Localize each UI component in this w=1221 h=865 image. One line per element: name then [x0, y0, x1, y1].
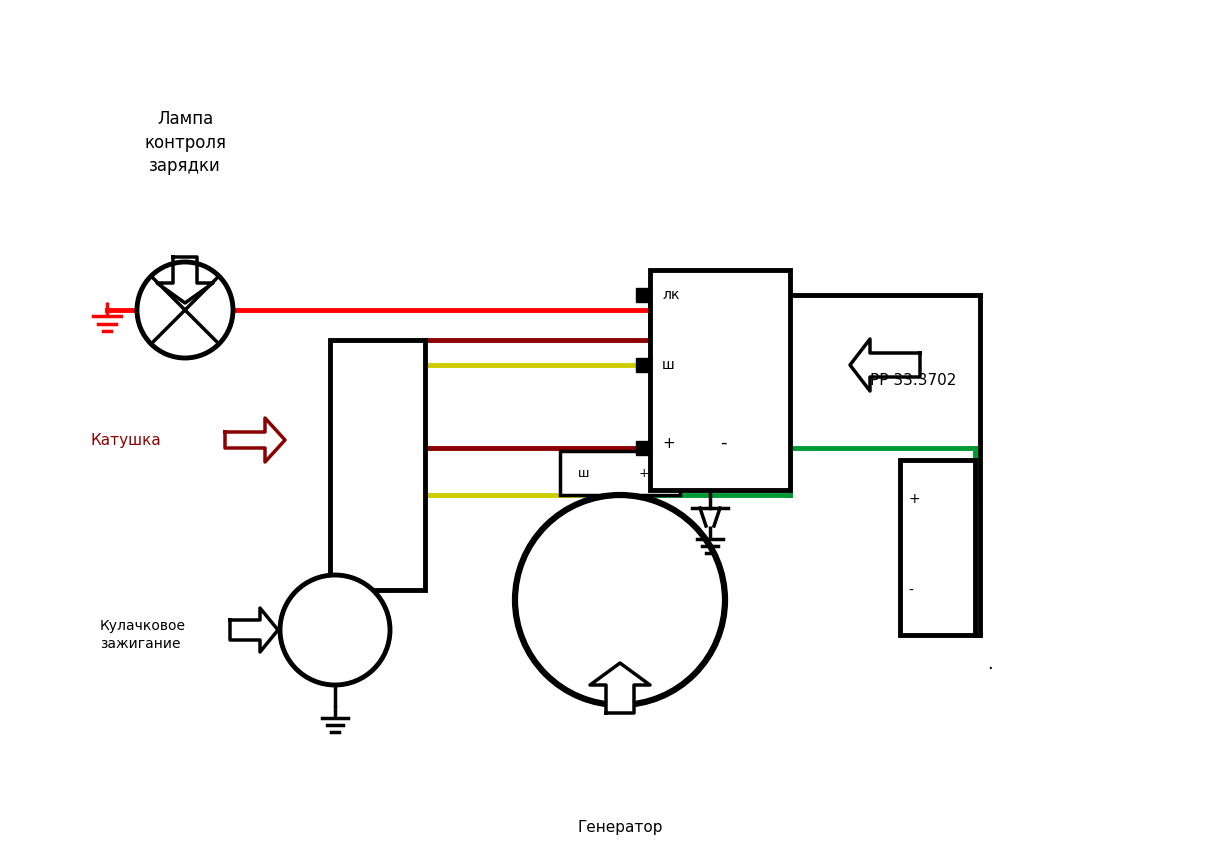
Text: -: -: [908, 584, 913, 599]
Bar: [560, 451, 680, 495]
Polygon shape: [225, 418, 284, 462]
Polygon shape: [158, 257, 212, 303]
Bar: [636, 288, 650, 302]
Text: Катушка: Катушка: [90, 432, 161, 447]
Text: Генератор: Генератор: [578, 820, 663, 835]
Bar: [636, 441, 650, 455]
Text: +: +: [662, 435, 675, 451]
Text: ш: ш: [579, 466, 590, 479]
Bar: [330, 340, 425, 590]
Text: +: +: [639, 466, 650, 479]
Circle shape: [515, 495, 725, 705]
Text: .: .: [987, 655, 993, 673]
Text: лк: лк: [662, 288, 680, 302]
Polygon shape: [230, 608, 278, 652]
Bar: [636, 358, 650, 372]
Text: -: -: [720, 434, 726, 452]
Text: Кулачковое
зажигание: Кулачковое зажигание: [100, 619, 186, 650]
Bar: [650, 270, 790, 490]
Circle shape: [280, 575, 389, 685]
Text: Лампа
контроля
зарядки: Лампа контроля зарядки: [144, 110, 226, 176]
Polygon shape: [590, 663, 650, 713]
Polygon shape: [850, 339, 919, 391]
Text: ш: ш: [662, 358, 675, 372]
Text: РР 33.3702: РР 33.3702: [871, 373, 956, 388]
Bar: [900, 460, 976, 635]
Circle shape: [137, 262, 233, 358]
Text: +: +: [908, 491, 919, 505]
